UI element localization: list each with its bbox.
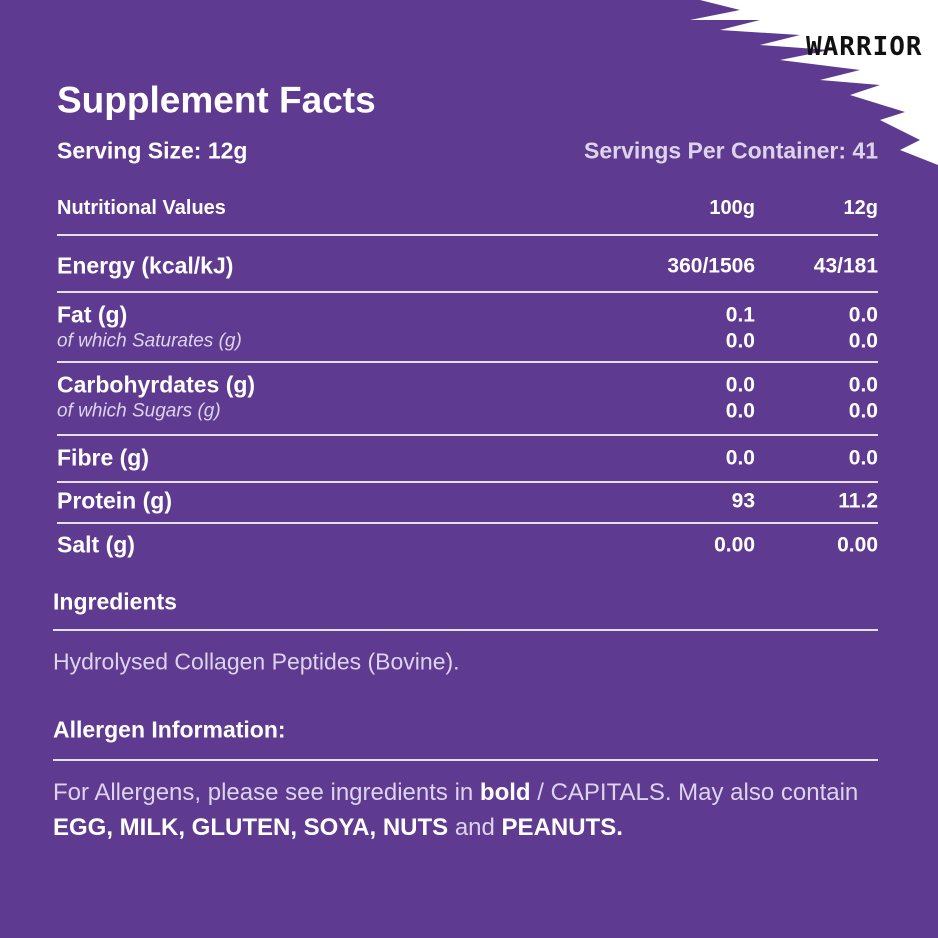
ingredients-text: Hydrolysed Collagen Peptides (Bovine). (53, 648, 460, 675)
divider (53, 759, 878, 761)
serving-size: Serving Size: 12g (57, 137, 248, 164)
bold-text: bold (479, 779, 531, 806)
divider (57, 522, 878, 524)
value-100g: 0.0 (725, 399, 755, 423)
divider (53, 629, 878, 631)
value-100g: 0.0 (725, 446, 755, 470)
column-header: 12g (843, 197, 878, 219)
text: For Allergens, please see ingredients in (53, 779, 480, 806)
value-100g: 0.0 (725, 329, 755, 353)
value-12g: 0.0 (848, 446, 878, 470)
allergen-text: For Allergens, please see ingredients in… (53, 775, 883, 845)
sub-row-label: of which Saturates (g) (57, 330, 242, 352)
row-label: Fibre (g) (57, 444, 149, 471)
divider (57, 434, 878, 436)
value-12g: 0.0 (848, 329, 878, 353)
row-label: Fat (g) (57, 301, 128, 328)
column-header: 100g (709, 197, 755, 219)
bold-text: PEANUTS. (501, 814, 623, 841)
divider (57, 234, 878, 236)
value-12g: 11.2 (838, 489, 878, 513)
text: and (448, 814, 502, 841)
ingredients-heading: Ingredients (53, 588, 177, 615)
bold-text: EGG, MILK, GLUTEN, SOYA, NUTS (53, 814, 449, 841)
value-100g: 0.1 (725, 303, 755, 327)
value-12g: 0.0 (848, 373, 878, 397)
value-12g: 0.0 (848, 303, 878, 327)
sub-row-label: of which Sugars (g) (57, 400, 221, 422)
value-100g: 0.00 (714, 533, 755, 557)
row-label: Protein (g) (57, 487, 172, 514)
row-label: Carbohyrdates (g) (57, 371, 256, 398)
row-label: Energy (kcal/kJ) (57, 252, 234, 279)
value-12g: 43/181 (813, 254, 878, 278)
divider (57, 361, 878, 363)
value-12g: 0.0 (848, 399, 878, 423)
title: Supplement Facts (57, 79, 376, 121)
value-12g: 0.00 (837, 533, 878, 557)
servings-per-container: Servings Per Container: 41 (584, 137, 878, 164)
value-100g: 0.0 (725, 373, 755, 397)
value-100g: 93 (731, 489, 755, 513)
logo: WARRIOR (806, 32, 923, 62)
column-header: Nutritional Values (57, 197, 226, 219)
allergen-heading: Allergen Information: (53, 716, 286, 743)
value-100g: 360/1506 (667, 254, 755, 278)
text: / CAPITALS. May also contain (530, 779, 859, 806)
divider (57, 291, 878, 293)
row-label: Salt (g) (57, 531, 135, 558)
divider (57, 481, 878, 483)
